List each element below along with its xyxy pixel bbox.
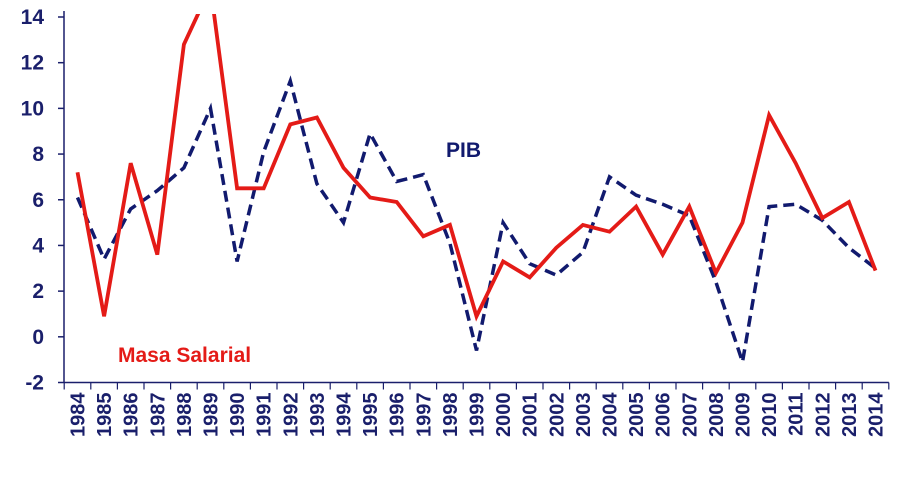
x-tick-label: 2008: [706, 393, 728, 438]
x-tick-label: 2009: [733, 393, 755, 438]
y-tick-label: 12: [21, 52, 44, 75]
y-tick-label: 8: [32, 143, 44, 166]
y-tick-label: 0: [32, 326, 44, 349]
x-tick-label: 1988: [174, 393, 196, 438]
y-tick-label: 6: [32, 189, 44, 212]
x-tick-label: 1997: [413, 393, 435, 438]
x-tick-label: 2003: [573, 393, 595, 438]
x-tick-label: 2011: [786, 393, 808, 436]
x-tick-label: 1995: [360, 393, 382, 438]
y-tick-label: 14: [21, 6, 45, 29]
x-tick-label: 1985: [94, 393, 116, 438]
series-label-masa-salarial: Masa Salarial: [118, 344, 251, 367]
x-tick-label: 2012: [812, 393, 834, 438]
x-tick-label: 1986: [121, 393, 143, 438]
x-tick-label: 1984: [68, 392, 90, 437]
x-tick-label: 1991: [254, 393, 276, 438]
x-tick-label: 2013: [839, 393, 861, 438]
x-tick-label: 1994: [334, 392, 356, 437]
x-tick-label: 2004: [600, 392, 622, 437]
x-tick-label: 2014: [866, 392, 888, 437]
y-tick-label: 2: [32, 280, 44, 303]
x-tick-label: 2001: [520, 393, 542, 438]
x-tick-label: 2005: [626, 393, 648, 438]
x-tick-label: 1999: [467, 393, 489, 438]
x-tick-label: 2000: [493, 392, 515, 437]
x-tick-label: 1990: [227, 393, 249, 438]
x-tick-label: 2007: [679, 393, 701, 438]
x-tick-label: 1993: [307, 393, 329, 438]
x-tick-label: 1987: [147, 393, 169, 438]
y-tick-label: -2: [25, 372, 44, 395]
y-tick-label: 4: [32, 234, 44, 257]
x-tick-label: 1996: [387, 393, 409, 438]
x-tick-label: 1989: [201, 393, 223, 438]
x-tick-label: 2010: [759, 393, 781, 438]
x-tick-label: 1998: [440, 393, 462, 438]
y-tick-label: 10: [21, 97, 44, 120]
x-tick-label: 2002: [546, 393, 568, 438]
series-label-pib: PIB: [446, 139, 481, 162]
x-tick-label: 1992: [280, 393, 302, 438]
x-tick-label: 2006: [653, 393, 675, 438]
